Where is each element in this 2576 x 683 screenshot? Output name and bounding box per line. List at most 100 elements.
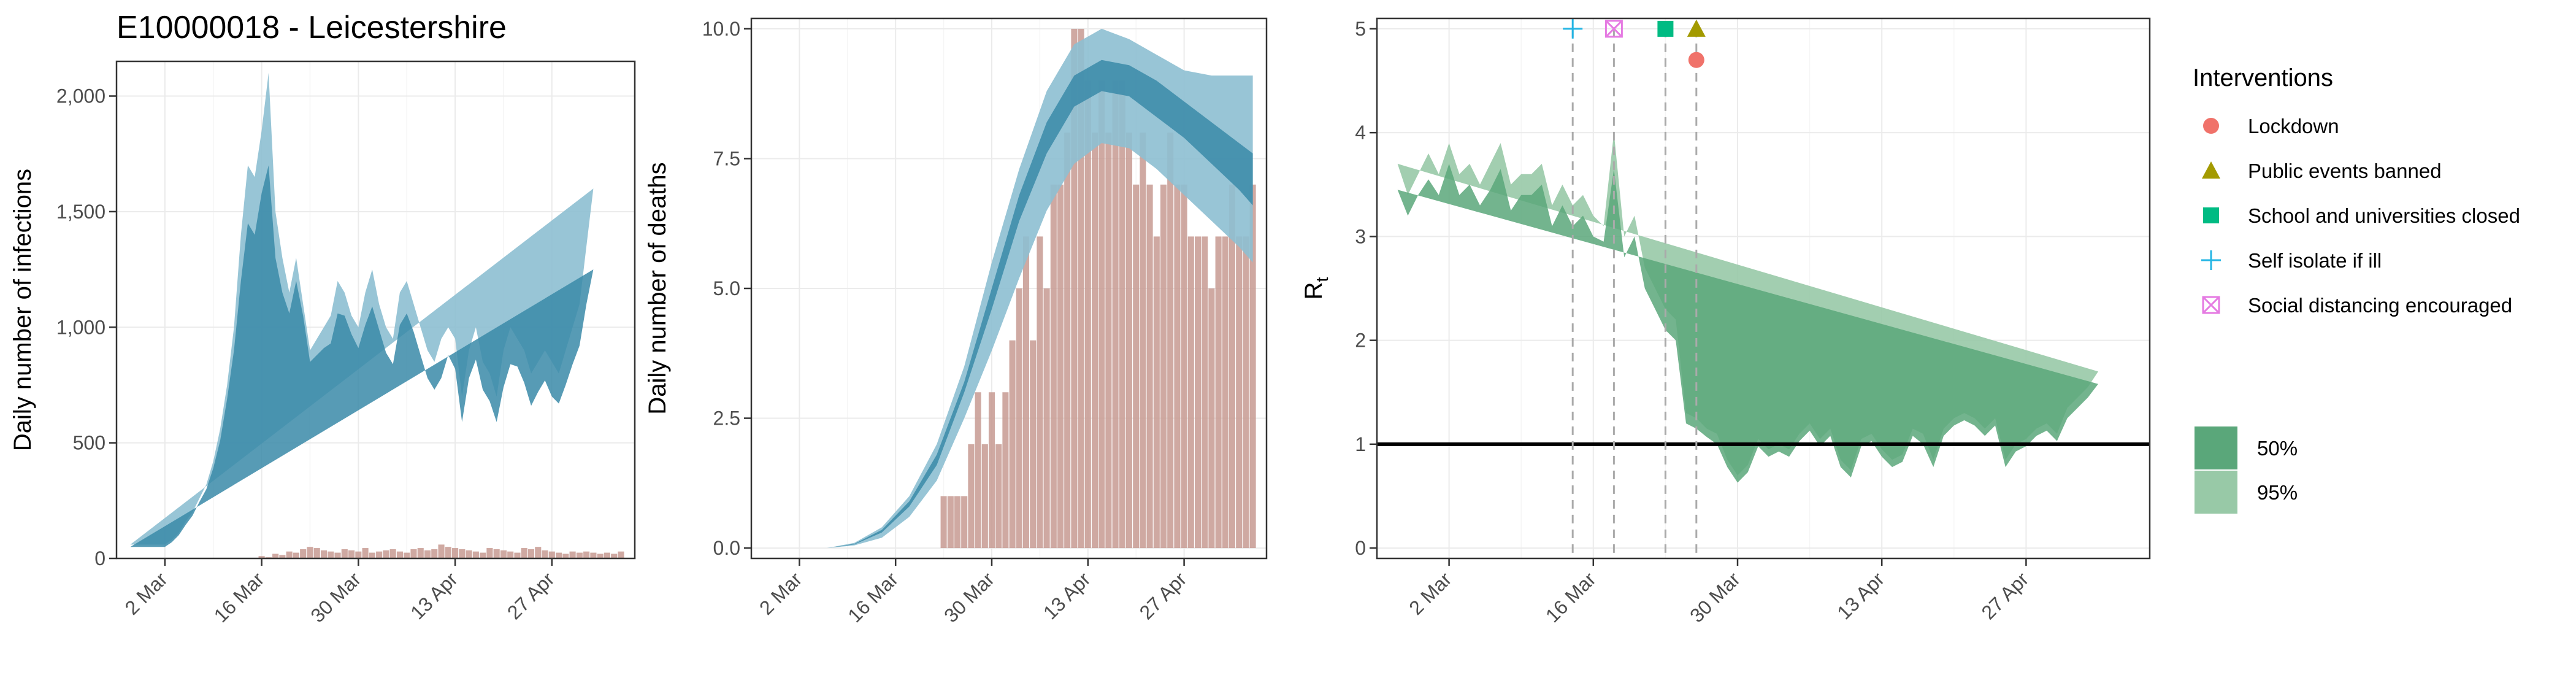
data-bar <box>1091 133 1098 549</box>
legend-ci-swatch <box>2195 471 2237 514</box>
data-bar <box>1057 184 1064 549</box>
data-bar <box>1222 236 1229 549</box>
x-tick-label: 27 Apr <box>1977 568 2033 623</box>
data-bar <box>459 549 466 558</box>
x-tick-label: 27 Apr <box>503 568 559 623</box>
data-bar <box>988 392 995 549</box>
legend-marker <box>2202 296 2220 314</box>
x-tick-label: 13 Apr <box>406 568 462 623</box>
data-bar <box>1022 236 1030 549</box>
y-tick-label: 0 <box>94 547 105 569</box>
legend-title: Interventions <box>2193 64 2333 91</box>
data-bar <box>1181 184 1187 549</box>
intervention-marker <box>1657 20 1674 37</box>
data-bar <box>527 549 535 558</box>
data-bar <box>500 550 507 558</box>
data-bar <box>466 550 472 558</box>
legend-item-label: Public events banned <box>2248 160 2442 182</box>
y-axis-title: Daily number of deaths <box>644 162 671 414</box>
data-bar <box>445 547 451 558</box>
intervention-marker <box>1563 18 1583 39</box>
x-tick-label: 2 Mar <box>755 568 807 619</box>
data-bar <box>954 496 961 549</box>
data-bar <box>348 550 355 558</box>
y-tick-label: 7.5 <box>713 147 740 169</box>
data-bar <box>1125 133 1133 549</box>
data-bar <box>1160 184 1167 549</box>
data-bar <box>1153 236 1160 549</box>
x-tick-label: 2 Mar <box>121 568 172 619</box>
y-tick-label: 1,500 <box>56 201 105 223</box>
data-bar <box>1030 340 1037 549</box>
data-bar <box>486 548 493 558</box>
ribbon-95 <box>799 28 1253 549</box>
data-bar <box>313 548 320 558</box>
legend-ci-label: 95% <box>2257 481 2298 504</box>
ribbon-50 <box>1397 163 2098 483</box>
x-tick-label: 30 Mar <box>1685 568 1744 627</box>
data-bar <box>548 551 555 558</box>
data-bar <box>961 496 968 549</box>
data-bar <box>258 556 265 558</box>
legend-marker <box>2203 118 2219 134</box>
data-bar <box>1037 236 1043 549</box>
data-bar <box>334 552 341 558</box>
legend-marker <box>2202 161 2220 179</box>
data-bar <box>362 548 369 558</box>
data-bar <box>389 549 396 558</box>
data-bar <box>480 552 486 558</box>
data-bar <box>590 552 597 558</box>
data-bar <box>404 552 410 558</box>
data-bar <box>981 444 988 549</box>
data-bar <box>1050 184 1057 549</box>
data-bar <box>583 551 590 558</box>
x-tick-label: 30 Mar <box>940 568 999 627</box>
legend-item-label: Self isolate if ill <box>2248 249 2382 272</box>
data-bar <box>975 392 981 549</box>
data-bar <box>1236 236 1243 549</box>
data-bar <box>576 552 583 558</box>
intervention-marker <box>1604 20 1623 38</box>
y-tick-label: 5 <box>1355 18 1366 40</box>
data-bar <box>1043 288 1050 549</box>
intervention-marker <box>1688 52 1704 68</box>
data-bar <box>604 552 611 558</box>
data-bar <box>542 550 548 558</box>
data-bar <box>1002 392 1009 549</box>
data-bar <box>555 552 562 558</box>
data-bar <box>995 444 1002 549</box>
data-bar <box>1167 133 1174 549</box>
data-bar <box>1208 288 1215 549</box>
data-bar <box>369 552 375 558</box>
y-tick-label: 0.0 <box>713 537 740 559</box>
data-bar <box>293 552 300 558</box>
data-bar <box>320 550 328 558</box>
y-tick-label: 5.0 <box>713 277 740 299</box>
data-bar <box>341 549 348 558</box>
legend-ci-swatch <box>2195 426 2237 469</box>
data-bar <box>1194 236 1202 549</box>
x-tick-label: 2 Mar <box>1405 568 1456 619</box>
data-bar <box>328 551 334 558</box>
data-bar <box>424 550 431 558</box>
figure-title: E10000018 - Leicestershire <box>117 10 507 45</box>
y-tick-label: 1,000 <box>56 316 105 338</box>
y-axis-title-subscript: t <box>1313 277 1332 282</box>
data-bar <box>562 554 569 558</box>
legend-ci-label: 50% <box>2257 437 2298 460</box>
data-bar <box>1119 80 1125 549</box>
data-bar <box>472 551 479 558</box>
data-bar <box>1249 184 1256 549</box>
x-tick-label: 16 Mar <box>843 568 902 627</box>
plot-border <box>115 60 636 560</box>
data-bar <box>493 549 500 558</box>
data-bar <box>451 548 459 558</box>
data-bar <box>1243 236 1249 549</box>
data-bar <box>597 554 604 558</box>
data-bar <box>1078 28 1084 549</box>
y-tick-label: 3 <box>1355 225 1366 247</box>
rt-panel: 2 Mar 16 Mar 30 Mar 13 Apr 27 Apr 0 1 2 3 4 5 Rt <box>1300 17 2151 627</box>
x-tick-label: 13 Apr <box>1039 568 1095 623</box>
data-bar <box>1105 133 1112 549</box>
